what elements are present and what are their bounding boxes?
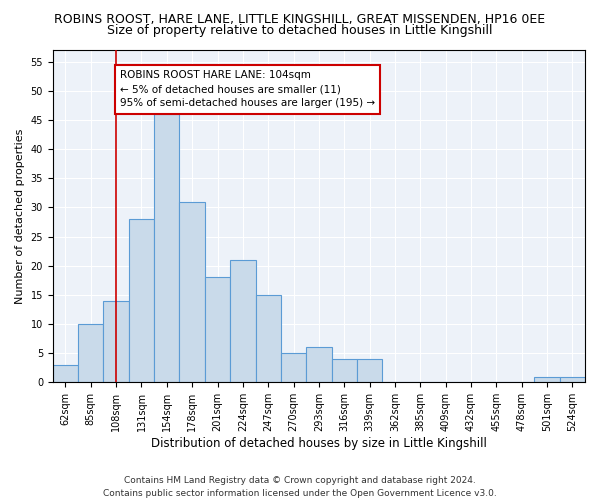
Bar <box>256 295 281 382</box>
Bar <box>179 202 205 382</box>
Bar <box>154 114 179 382</box>
Bar <box>332 359 357 382</box>
Bar <box>53 365 78 382</box>
Bar <box>78 324 103 382</box>
Bar <box>103 300 129 382</box>
Bar <box>205 278 230 382</box>
Text: ROBINS ROOST HARE LANE: 104sqm
← 5% of detached houses are smaller (11)
95% of s: ROBINS ROOST HARE LANE: 104sqm ← 5% of d… <box>120 70 375 108</box>
Bar <box>306 348 332 382</box>
Bar <box>281 353 306 382</box>
X-axis label: Distribution of detached houses by size in Little Kingshill: Distribution of detached houses by size … <box>151 437 487 450</box>
Bar <box>357 359 382 382</box>
Text: Size of property relative to detached houses in Little Kingshill: Size of property relative to detached ho… <box>107 24 493 37</box>
Bar <box>560 376 585 382</box>
Bar <box>230 260 256 382</box>
Y-axis label: Number of detached properties: Number of detached properties <box>15 128 25 304</box>
Bar <box>535 376 560 382</box>
Bar <box>129 219 154 382</box>
Text: Contains HM Land Registry data © Crown copyright and database right 2024.
Contai: Contains HM Land Registry data © Crown c… <box>103 476 497 498</box>
Text: ROBINS ROOST, HARE LANE, LITTLE KINGSHILL, GREAT MISSENDEN, HP16 0EE: ROBINS ROOST, HARE LANE, LITTLE KINGSHIL… <box>55 12 545 26</box>
